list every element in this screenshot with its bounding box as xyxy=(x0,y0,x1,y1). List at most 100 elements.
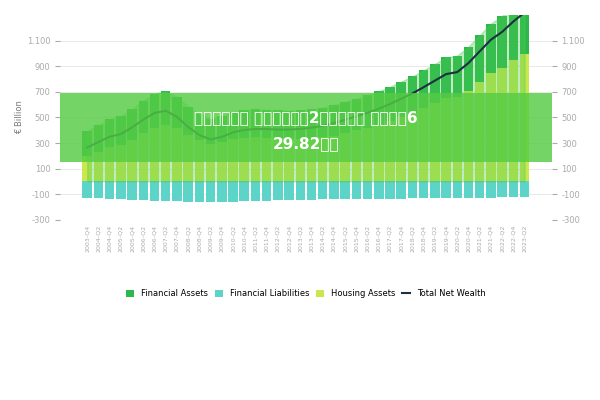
Y-axis label: € Billion: € Billion xyxy=(15,100,24,134)
Bar xyxy=(430,64,440,103)
Bar xyxy=(82,156,92,182)
Bar xyxy=(161,125,170,182)
Bar xyxy=(262,182,271,201)
Bar xyxy=(475,35,484,82)
Bar xyxy=(441,58,451,98)
Bar xyxy=(352,99,361,130)
Bar xyxy=(172,128,182,182)
Bar xyxy=(509,60,518,182)
Bar xyxy=(397,82,406,117)
Bar xyxy=(194,182,204,202)
Bar xyxy=(430,103,440,182)
Bar xyxy=(127,182,137,200)
Bar xyxy=(397,182,406,198)
Bar xyxy=(105,119,115,148)
Bar xyxy=(464,91,473,182)
Bar xyxy=(340,133,350,182)
Bar xyxy=(352,182,361,199)
Bar xyxy=(94,182,103,198)
Bar xyxy=(520,182,529,197)
Bar xyxy=(475,82,484,182)
Bar xyxy=(452,97,462,182)
Bar xyxy=(228,112,238,139)
Bar xyxy=(116,145,125,182)
Bar xyxy=(419,108,428,182)
Bar xyxy=(486,24,496,73)
Bar xyxy=(217,182,227,202)
Bar xyxy=(116,116,125,145)
Bar xyxy=(161,91,170,125)
Bar xyxy=(251,182,260,201)
Bar xyxy=(150,182,159,201)
Bar xyxy=(194,140,204,182)
Bar xyxy=(273,138,283,182)
Bar xyxy=(116,182,125,199)
Bar xyxy=(206,182,215,202)
Bar xyxy=(105,182,115,199)
Bar xyxy=(509,182,518,197)
Bar xyxy=(340,182,350,199)
Bar xyxy=(194,114,204,140)
Bar xyxy=(184,106,193,135)
Bar xyxy=(228,182,238,202)
Bar xyxy=(497,16,507,68)
Bar xyxy=(318,108,328,137)
Bar xyxy=(82,182,92,198)
Bar xyxy=(127,140,137,182)
Bar xyxy=(150,94,159,128)
Bar xyxy=(228,139,238,182)
Bar xyxy=(363,182,373,199)
Bar xyxy=(374,91,383,125)
Bar xyxy=(385,87,395,121)
Bar xyxy=(184,182,193,202)
Text: 29.82万元: 29.82万元 xyxy=(272,136,339,152)
Bar xyxy=(105,148,115,182)
Bar xyxy=(318,137,328,182)
Bar xyxy=(486,73,496,182)
Bar xyxy=(217,142,227,182)
Bar xyxy=(464,182,473,198)
Bar xyxy=(452,56,462,97)
Bar xyxy=(273,110,283,138)
Bar xyxy=(307,139,316,182)
Bar xyxy=(139,101,148,134)
Bar xyxy=(239,138,249,182)
Bar xyxy=(397,117,406,182)
Bar xyxy=(340,102,350,133)
Bar xyxy=(296,182,305,200)
Bar xyxy=(520,54,529,182)
Bar xyxy=(385,182,395,199)
Bar xyxy=(497,68,507,182)
Bar xyxy=(127,109,137,140)
Bar xyxy=(464,47,473,91)
Bar xyxy=(284,182,294,200)
Bar xyxy=(497,182,507,198)
Bar xyxy=(520,0,529,54)
Bar xyxy=(284,111,294,139)
Bar xyxy=(284,139,294,182)
Bar xyxy=(273,182,283,200)
Bar xyxy=(329,136,338,182)
Text: 黄金配资公司 逸飞激光发生2笔大宗交易 合计成交6: 黄金配资公司 逸飞激光发生2笔大宗交易 合计成交6 xyxy=(194,110,418,125)
Bar xyxy=(206,119,215,144)
Bar xyxy=(94,152,103,182)
Bar xyxy=(374,182,383,199)
Bar xyxy=(172,182,182,201)
Bar xyxy=(352,130,361,182)
Bar xyxy=(251,137,260,182)
Bar xyxy=(251,110,260,137)
FancyBboxPatch shape xyxy=(60,93,551,162)
Bar xyxy=(206,144,215,182)
Bar xyxy=(239,110,249,138)
Bar xyxy=(139,182,148,200)
Bar xyxy=(430,182,440,198)
Bar xyxy=(407,76,417,113)
Bar xyxy=(329,182,338,199)
Bar xyxy=(184,135,193,182)
Bar xyxy=(296,110,305,139)
Bar xyxy=(385,121,395,182)
Bar xyxy=(150,128,159,182)
Bar xyxy=(217,116,227,142)
Bar xyxy=(441,182,451,198)
Bar xyxy=(239,182,249,201)
